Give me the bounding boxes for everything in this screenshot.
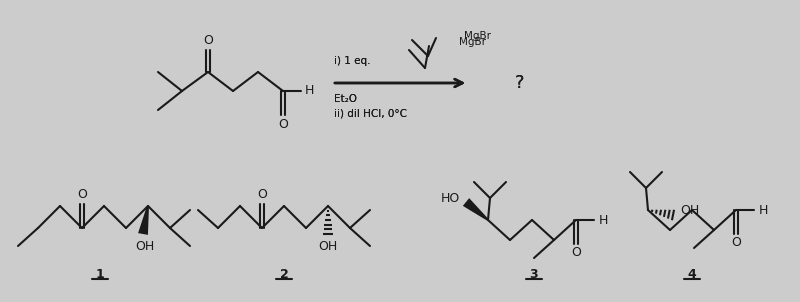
Text: MgBr: MgBr [464,31,491,41]
Text: O: O [731,236,741,249]
Text: 1: 1 [96,268,104,281]
Text: i) 1 eq.: i) 1 eq. [334,56,370,66]
Text: OH: OH [680,204,700,217]
Text: O: O [203,34,213,47]
Text: i) 1 eq.: i) 1 eq. [334,56,370,66]
Text: OH: OH [318,239,338,252]
Text: O: O [278,117,288,130]
Polygon shape [463,198,489,221]
Polygon shape [138,206,149,235]
Text: O: O [77,188,87,201]
Text: ?: ? [515,74,525,92]
Text: Et₂O: Et₂O [334,94,357,104]
Text: ii) dil HCl, 0°C: ii) dil HCl, 0°C [334,108,407,118]
Text: O: O [571,246,581,259]
Text: H: H [758,204,768,217]
Text: OH: OH [135,239,154,252]
Text: 2: 2 [280,268,288,281]
Text: O: O [257,188,267,201]
Text: 3: 3 [530,268,538,281]
Text: ii) dil HCl, 0°C: ii) dil HCl, 0°C [334,108,407,118]
Text: Et₂O: Et₂O [334,94,357,104]
Text: MgBr: MgBr [459,37,486,47]
Text: ?: ? [515,74,525,92]
Text: H: H [598,214,608,226]
Text: 4: 4 [688,268,696,281]
Text: H: H [304,85,314,98]
Text: HO: HO [440,191,460,204]
